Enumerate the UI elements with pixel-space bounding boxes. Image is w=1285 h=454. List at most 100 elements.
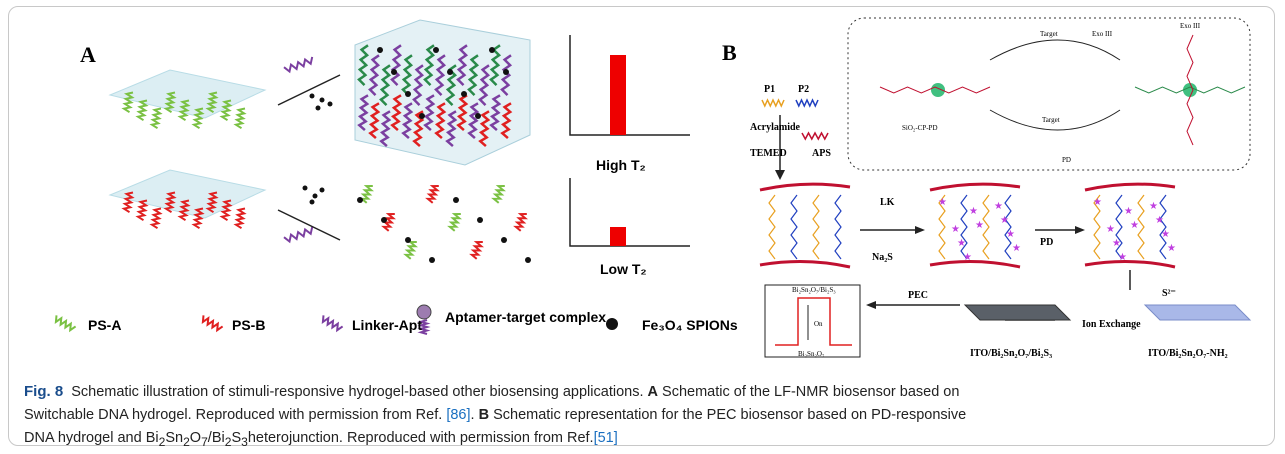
shape (321, 315, 344, 333)
shape (938, 194, 946, 260)
shape (357, 94, 370, 132)
legend-label: PS-B (232, 317, 265, 333)
caption-text: 2 (158, 434, 166, 449)
shape (368, 54, 381, 96)
shape (610, 55, 626, 135)
shape (121, 191, 135, 214)
shape (501, 237, 507, 243)
shape (423, 44, 436, 86)
caption-text: O (189, 430, 202, 446)
shape (433, 47, 439, 53)
shape (929, 182, 1021, 192)
caption-text: Schematic of the LF-NMR biosensor based … (662, 384, 960, 400)
shape (1075, 226, 1085, 234)
caption-text: 2 (224, 434, 232, 449)
shape (467, 54, 480, 96)
shape (412, 64, 425, 106)
shape (879, 86, 991, 94)
label: P1 (764, 84, 775, 95)
shape (834, 194, 842, 260)
shape: ★ (994, 201, 1003, 212)
shape: ★ (1000, 215, 1009, 226)
shape (149, 207, 163, 230)
shape (205, 91, 219, 114)
shape (379, 110, 392, 148)
caption-text: 3 (241, 434, 248, 449)
shape (847, 17, 1251, 171)
reference-link[interactable]: [51] (593, 430, 618, 446)
shape (1084, 182, 1176, 192)
shape (475, 113, 481, 119)
shape (790, 194, 798, 260)
shape (456, 44, 469, 86)
label: PEC (908, 290, 928, 301)
label: PD (1062, 156, 1071, 164)
shape (219, 199, 233, 222)
shape (801, 131, 829, 141)
shape (1186, 34, 1194, 146)
label: Low T₂ (600, 261, 647, 277)
shape (233, 107, 247, 130)
shape: ★ (1124, 206, 1133, 217)
shape (277, 74, 341, 106)
shape: ★ (1093, 197, 1102, 208)
shape (283, 226, 314, 244)
label: Target (1040, 30, 1058, 38)
shape (456, 94, 469, 132)
shape (401, 54, 414, 96)
shape (177, 99, 191, 122)
reference-link[interactable]: [86] (446, 407, 471, 423)
shape: ★ (1112, 238, 1121, 249)
shape (405, 237, 411, 243)
shape (610, 227, 626, 246)
shape (405, 91, 411, 97)
caption-text: DNA hydrogel and Bi (24, 430, 159, 446)
shape (795, 98, 819, 108)
shape (1143, 304, 1252, 321)
caption-text: B (478, 407, 490, 423)
shape (309, 93, 315, 99)
label: LK (880, 197, 895, 208)
shape (191, 107, 205, 130)
shape: ★ (1161, 229, 1170, 240)
shape (478, 64, 491, 106)
caption-text: . (470, 407, 475, 423)
caption-text: A (647, 384, 658, 400)
shape (1004, 194, 1012, 260)
shape (312, 193, 318, 199)
shape (500, 54, 513, 96)
shape (219, 99, 233, 122)
shape: ★ (975, 220, 984, 231)
shape: ★ (1149, 201, 1158, 212)
shape (177, 199, 191, 222)
shape (391, 69, 397, 75)
shape (1134, 86, 1246, 94)
shape (201, 315, 224, 333)
shape (761, 98, 785, 108)
shape (445, 110, 458, 148)
shape (447, 213, 463, 232)
shape: ★ (1118, 252, 1127, 263)
shape (768, 194, 776, 260)
label: Exo III (1092, 30, 1113, 38)
shape (812, 194, 820, 260)
shape (1084, 259, 1176, 269)
shape (379, 64, 392, 106)
caption-text: heterojunction. Reproduced with permissi… (247, 430, 594, 446)
shape (447, 69, 453, 75)
shape: ★ (1006, 229, 1015, 240)
shape (931, 83, 945, 97)
shape (467, 102, 480, 140)
label: SiO₂-CP-PD (902, 124, 938, 132)
shape (1093, 194, 1101, 260)
shape: ★ (1167, 243, 1176, 254)
label: ITO/Bi₂Sn₂O₇/Bi₂S₃ (970, 348, 1052, 359)
label: PD (1040, 237, 1053, 248)
shape (381, 213, 397, 232)
label: On (814, 320, 823, 328)
label: P2 (798, 84, 809, 95)
shape (759, 182, 851, 192)
shape (500, 102, 513, 140)
shape (525, 257, 531, 263)
label: Target (1042, 116, 1060, 124)
